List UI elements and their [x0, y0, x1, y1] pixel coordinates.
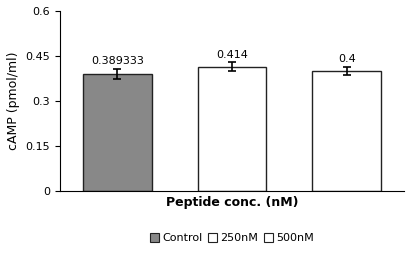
Text: 0.414: 0.414: [216, 50, 248, 60]
Legend: Control, 250nM, 500nM: Control, 250nM, 500nM: [146, 229, 318, 248]
X-axis label: Peptide conc. (nM): Peptide conc. (nM): [166, 196, 298, 209]
Text: 0.4: 0.4: [338, 54, 356, 64]
Bar: [312, 71, 381, 191]
Y-axis label: cAMP (pmol/ml): cAMP (pmol/ml): [7, 52, 20, 150]
Bar: [198, 67, 266, 191]
Text: 0.389333: 0.389333: [91, 56, 144, 66]
Bar: [83, 74, 152, 191]
